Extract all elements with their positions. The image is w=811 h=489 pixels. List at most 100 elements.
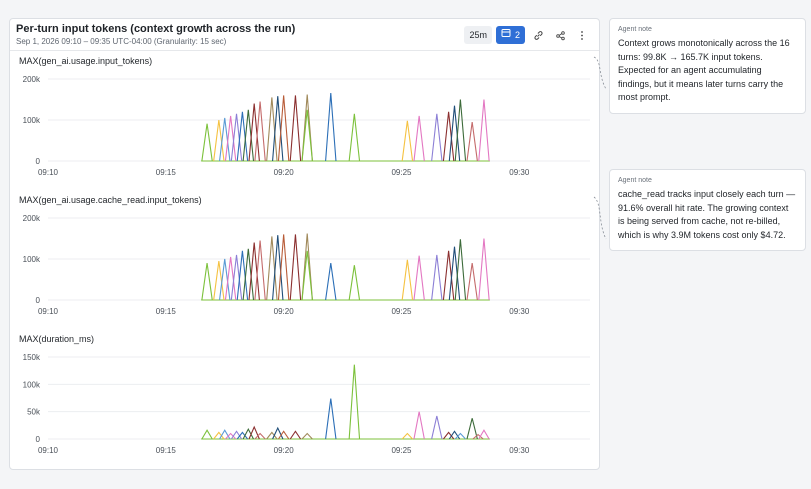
series-spike	[230, 113, 243, 162]
link-icon[interactable]	[529, 26, 547, 44]
series-spike	[213, 431, 225, 440]
series-spike	[277, 234, 290, 301]
series-spike	[478, 99, 490, 162]
widget-toolbar: 25m 2	[464, 26, 591, 44]
series-spike	[272, 426, 284, 440]
series-spike	[224, 256, 237, 301]
series-spike	[254, 101, 266, 162]
series-spike	[413, 255, 425, 301]
series-spike	[248, 242, 260, 301]
series-spike	[325, 398, 337, 440]
series-spike	[442, 431, 455, 440]
x-tick-label: 09:25	[391, 168, 412, 177]
more-icon[interactable]	[573, 26, 591, 44]
agent-note-1: Agent note Context grows monotonically a…	[609, 18, 806, 114]
x-tick-label: 09:10	[38, 168, 59, 177]
series-spike	[325, 263, 337, 301]
x-tick-label: 09:10	[38, 446, 59, 455]
series-spike	[413, 411, 425, 440]
x-tick-label: 09:15	[156, 446, 177, 455]
x-tick-label: 09:30	[509, 307, 530, 316]
series-spike	[230, 430, 243, 440]
series-spike	[348, 364, 361, 440]
series-spike	[448, 246, 461, 301]
x-tick-label: 09:20	[274, 446, 295, 455]
series-spike	[277, 95, 290, 162]
y-tick-label: 100k	[23, 116, 41, 125]
x-tick-label: 09:30	[509, 446, 530, 455]
series-spike	[254, 240, 266, 301]
series-spike	[454, 239, 467, 301]
series-spike	[236, 250, 249, 301]
series-spike	[413, 115, 425, 162]
x-tick-label: 09:15	[156, 168, 177, 177]
series-spike	[219, 117, 231, 162]
series-spike	[401, 432, 413, 440]
series-spike	[266, 431, 278, 440]
series-spike	[289, 95, 302, 162]
series-spike	[272, 235, 284, 301]
series-spike	[289, 234, 302, 301]
series-spike	[478, 429, 490, 440]
y-tick-label: 100k	[23, 255, 41, 264]
series-spike	[431, 415, 443, 440]
series-spike	[266, 97, 278, 162]
series-spike	[248, 103, 260, 162]
chart-widget: Per-turn input tokens (context growth ac…	[9, 18, 600, 470]
series-spike	[242, 427, 254, 440]
input-tokens-chart: 0 100k 200k 09:10 09:15 09:20 09:25 09:30	[23, 75, 590, 177]
series-spike	[442, 111, 455, 162]
y-tick-label: 0	[36, 157, 41, 166]
time-range-button[interactable]: 25m	[464, 26, 492, 44]
widget-title: Per-turn input tokens (context growth ac…	[16, 23, 296, 35]
cache-read-chart: 0 100k 200k 09:10 09:15 09:20 09:25 09:30	[23, 214, 590, 316]
x-tick-label: 09:15	[156, 307, 177, 316]
series-spike	[289, 430, 302, 440]
series-spike	[219, 258, 231, 301]
series-spike	[325, 93, 337, 162]
series-spike	[472, 433, 484, 440]
y-tick-label: 200k	[23, 214, 41, 223]
duration-chart: 0 50k 100k 150k 09:10 09:15 09:20 09:25 09:30	[23, 353, 590, 455]
series-spike	[401, 259, 414, 301]
series-spike	[230, 254, 243, 301]
agent-note-label: Agent note	[618, 26, 652, 33]
series-spike	[254, 432, 266, 440]
series-spike	[466, 418, 478, 440]
panel-title-cache-read: MAX(gen_ai.usage.cache_read.input_tokens…	[19, 195, 202, 205]
x-tick-label: 09:25	[391, 307, 412, 316]
y-tick-label: 150k	[23, 353, 41, 362]
series-spike	[431, 254, 443, 301]
series-spike	[466, 121, 478, 162]
series-spike	[301, 250, 313, 301]
series-spike	[213, 120, 225, 162]
series-spike	[454, 432, 466, 440]
series-spike	[401, 120, 414, 162]
series-spike	[224, 115, 237, 162]
widget-subtitle: Sep 1, 2026 09:10 – 09:35 UTC-04:00 (Gra…	[16, 37, 227, 46]
series-spike	[478, 238, 490, 301]
y-tick-label: 200k	[23, 75, 41, 84]
y-tick-label: 100k	[23, 380, 41, 389]
series-spike	[266, 236, 278, 301]
x-tick-label: 09:25	[391, 446, 412, 455]
series-spike	[225, 432, 237, 440]
series-spike	[301, 432, 313, 440]
panel-title-duration: MAX(duration_ms)	[19, 334, 95, 344]
series-spike	[301, 233, 313, 301]
x-tick-label: 09:30	[509, 168, 530, 177]
series-spike	[442, 250, 455, 301]
panel-title-input-tokens: MAX(gen_ai.usage.input_tokens)	[19, 56, 153, 66]
series-spike	[348, 265, 361, 301]
series-spike	[201, 123, 213, 162]
x-tick-label: 09:20	[274, 168, 295, 177]
series-spike	[454, 99, 467, 162]
dashboards-button[interactable]: 2	[495, 26, 525, 44]
dashboards-count: 2	[514, 30, 520, 40]
series-spike	[236, 431, 249, 440]
widget-header: Per-turn input tokens (context growth ac…	[10, 19, 599, 51]
series-spike	[348, 113, 361, 162]
series-spike	[431, 113, 443, 162]
series-spike	[242, 248, 255, 301]
share-icon[interactable]	[551, 26, 569, 44]
